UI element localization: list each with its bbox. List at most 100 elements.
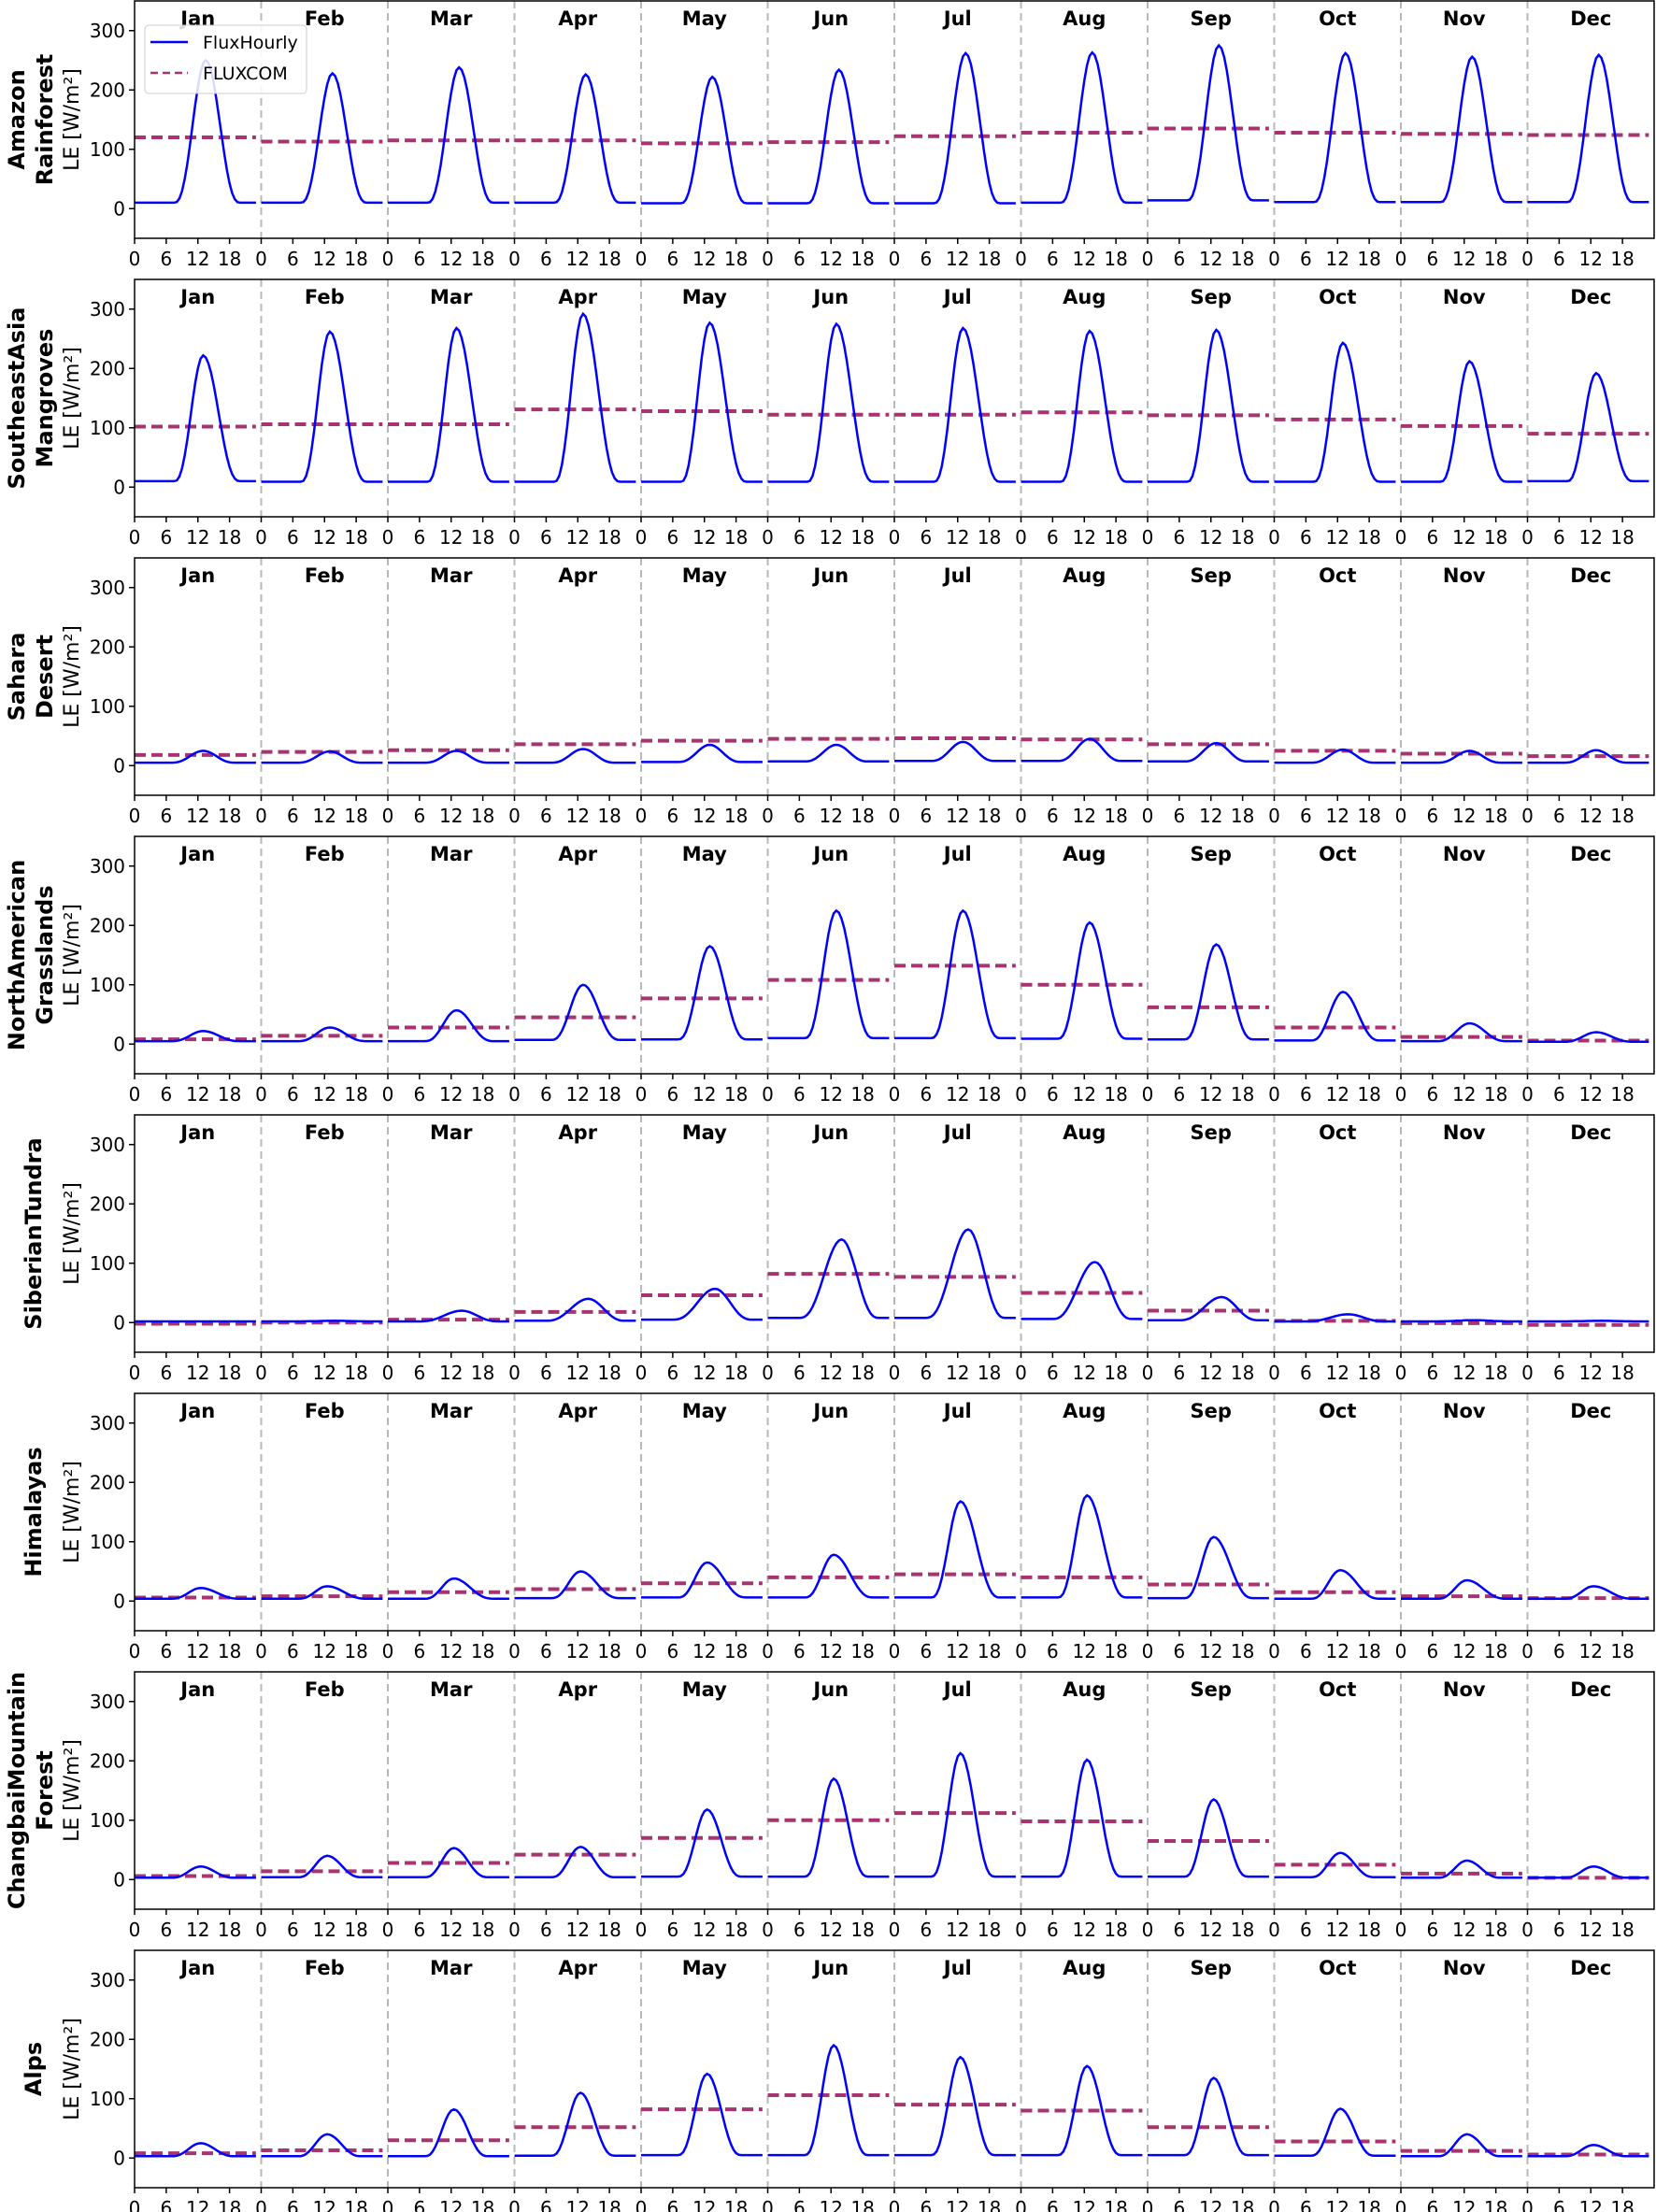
x-tick-label: 12: [313, 248, 336, 270]
fluxhourly-line: [767, 743, 890, 763]
x-tick-label: 18: [850, 1362, 874, 1384]
y-tick-label: 200: [90, 635, 125, 658]
month-title: Oct: [1319, 286, 1356, 308]
month-title: Feb: [305, 564, 345, 587]
fluxhourly-line: [1148, 1535, 1269, 1600]
month-title: Jul: [942, 1121, 972, 1144]
fluxhourly-line: [894, 2055, 1016, 2157]
x-tick-label: 18: [1484, 2197, 1507, 2212]
x-tick-label: 12: [946, 1640, 969, 1663]
y-tick-label: 200: [90, 357, 125, 379]
x-tick-label: 0: [635, 1640, 648, 1663]
fluxhourly-line: [1401, 1319, 1522, 1323]
y-axis-label: LE [W/m²]: [61, 68, 84, 171]
fluxhourly-line: [767, 1237, 890, 1320]
x-tick-label: 12: [186, 248, 209, 270]
x-tick-label: 0: [508, 1362, 521, 1384]
x-tick-label: 18: [1610, 1083, 1634, 1106]
x-tick-label: 6: [1174, 1919, 1186, 1941]
x-tick-label: 0: [508, 526, 521, 549]
x-tick-label: 6: [793, 526, 806, 549]
x-tick-label: 6: [1174, 248, 1186, 270]
fluxhourly-line: [135, 749, 256, 764]
x-tick-label: 18: [1357, 248, 1380, 270]
month-title: Jul: [942, 1678, 972, 1701]
x-tick-label: 12: [439, 1083, 463, 1106]
x-tick-label: 0: [635, 526, 648, 549]
x-tick-label: 18: [471, 1640, 494, 1663]
y-tick-label: 200: [90, 1749, 125, 1772]
y-tick-label: 300: [90, 1412, 125, 1434]
x-tick-label: 18: [724, 1083, 748, 1106]
x-tick-label: 12: [1326, 526, 1349, 549]
axes-frame: [134, 0, 1655, 239]
x-tick-label: 6: [287, 1919, 299, 1941]
x-tick-label: 12: [946, 1919, 969, 1941]
x-tick-label: 0: [1521, 1919, 1534, 1941]
x-tick-label: 6: [540, 1919, 552, 1941]
x-tick-label: 0: [635, 248, 648, 270]
x-tick-label: 0: [889, 1083, 901, 1106]
x-tick-label: 18: [1610, 248, 1634, 270]
y-axis-label: LE [W/m²]: [61, 1182, 84, 1285]
x-tick-label: 0: [508, 1919, 521, 1941]
month-title: Mar: [430, 564, 473, 587]
fluxhourly-line: [1527, 1865, 1649, 1879]
x-tick-label: 6: [161, 1362, 173, 1384]
x-tick-label: 18: [344, 2197, 367, 2212]
month-title: Dec: [1570, 7, 1611, 30]
x-tick-label: 18: [344, 1083, 367, 1106]
x-tick-label: 12: [946, 248, 969, 270]
x-tick-label: 18: [1104, 805, 1127, 827]
x-tick-label: 12: [820, 805, 843, 827]
x-tick-label: 12: [820, 526, 843, 549]
y-tick-label: 0: [113, 1868, 125, 1891]
x-tick-label: 18: [850, 526, 874, 549]
x-tick-label: 18: [978, 2197, 1001, 2212]
axes-frame: [134, 1949, 1655, 2189]
fluxhourly-line: [388, 749, 509, 764]
x-tick-label: 6: [921, 2197, 933, 2212]
y-tick-label: 200: [90, 2028, 125, 2050]
x-tick-label: 0: [1395, 248, 1407, 270]
site-name-label: SiberianTundra: [21, 1137, 47, 1329]
x-tick-label: 18: [1357, 1362, 1380, 1384]
x-tick-label: 18: [1484, 1362, 1507, 1384]
x-tick-label: 0: [129, 1919, 141, 1941]
x-tick-label: 6: [414, 1362, 426, 1384]
y-tick-label: 300: [90, 20, 125, 42]
month-title: Jul: [942, 286, 972, 308]
x-tick-label: 6: [1300, 1083, 1312, 1106]
x-tick-label: 6: [1047, 1083, 1059, 1106]
x-tick-label: 12: [313, 526, 336, 549]
x-tick-label: 18: [1104, 1919, 1127, 1941]
x-tick-label: 0: [1142, 526, 1154, 549]
x-tick-label: 0: [382, 1640, 394, 1663]
x-tick-label: 12: [1452, 2197, 1476, 2212]
month-title: Aug: [1063, 1121, 1106, 1144]
x-tick-label: 18: [978, 805, 1001, 827]
month-title: Jun: [811, 1957, 849, 1979]
month-title: Dec: [1570, 1957, 1611, 1979]
x-tick-label: 12: [692, 526, 716, 549]
y-tick-label: 300: [90, 298, 125, 321]
x-tick-label: 18: [597, 526, 621, 549]
x-tick-label: 6: [540, 2197, 552, 2212]
x-tick-label: 18: [597, 1083, 621, 1106]
fluxhourly-line: [1274, 341, 1396, 483]
x-tick-label: 0: [1521, 248, 1534, 270]
month-title: Jul: [942, 564, 972, 587]
x-tick-label: 6: [1427, 248, 1439, 270]
fluxhourly-line: [514, 1570, 636, 1600]
month-title: Jul: [942, 1957, 972, 1979]
x-tick-label: 6: [793, 805, 806, 827]
fluxhourly-line: [135, 1030, 256, 1043]
x-tick-label: 18: [1610, 1919, 1634, 1941]
x-tick-label: 6: [414, 805, 426, 827]
x-tick-label: 12: [186, 1640, 209, 1663]
x-tick-label: 18: [1610, 526, 1634, 549]
x-tick-label: 12: [1073, 805, 1096, 827]
x-tick-label: 12: [1452, 805, 1476, 827]
